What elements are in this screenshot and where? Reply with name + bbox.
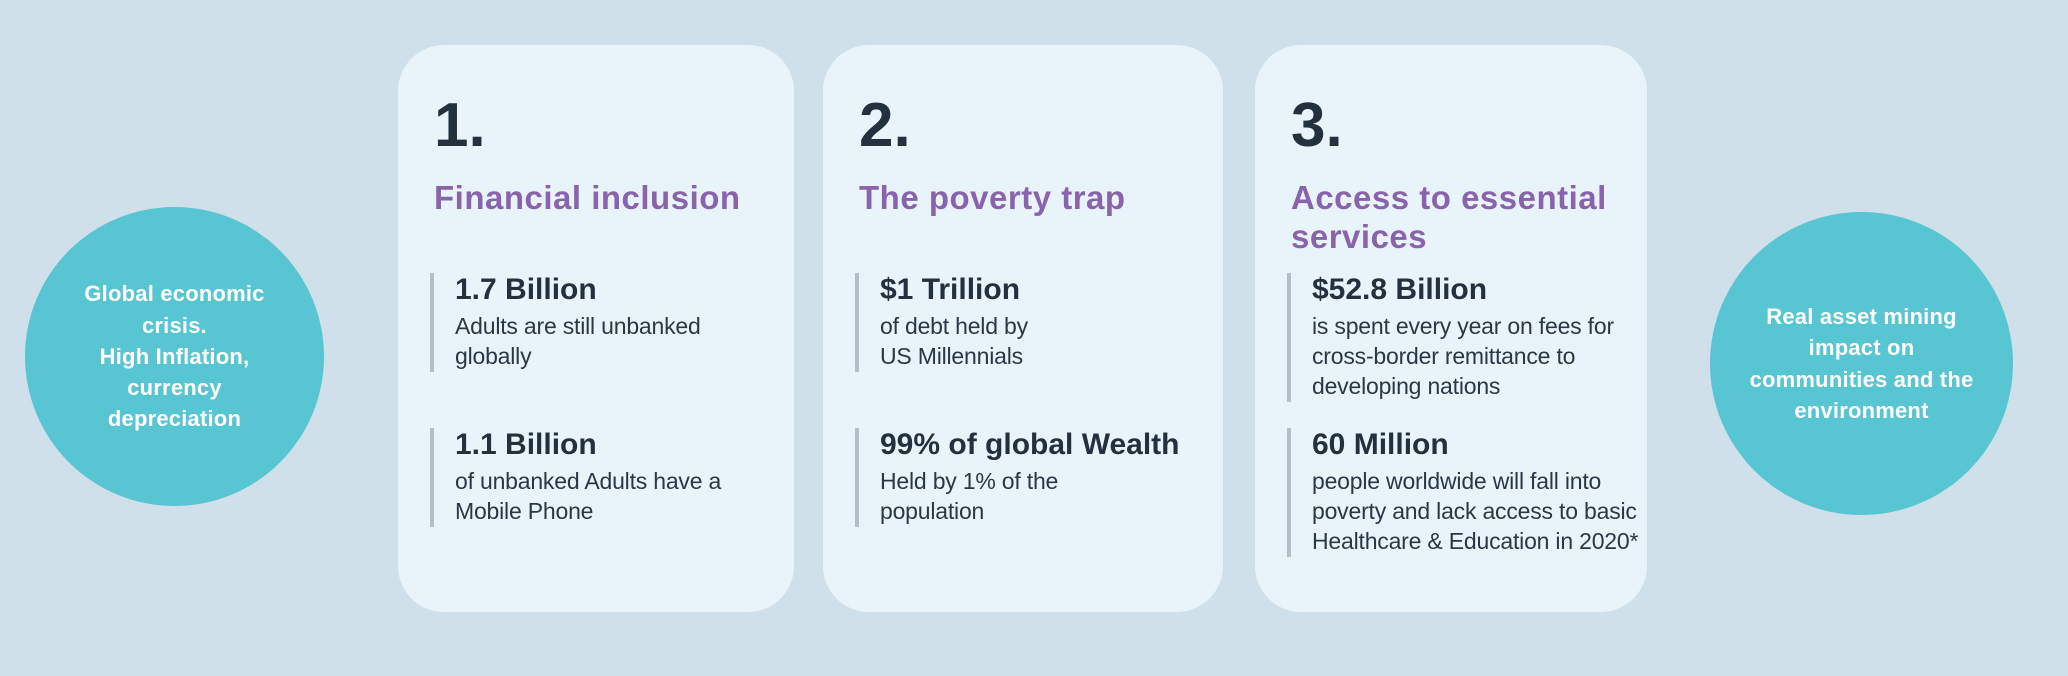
card-3-stat-remittance-fees: $52.8 Billion is spent every year on fee… (1287, 273, 1631, 402)
stat-value: 1.1 Billion (455, 428, 597, 461)
card-1-stat-mobile-phone: 1.1 Billion of unbanked Adults have a Mo… (430, 428, 778, 527)
card-poverty-trap: 2. The poverty trap $1 Trillion of debt … (823, 45, 1223, 612)
stat-description: of debt held by US Millennials (880, 313, 1028, 369)
stat-value: 1.7 Billion (455, 273, 597, 306)
stat-value: $52.8 Billion (1312, 273, 1488, 306)
card-1-title: Financial inclusion (434, 179, 741, 216)
mining-impact-circle: Real asset mining impact on communities … (1710, 212, 2013, 515)
stat-description: people worldwide will fall into poverty … (1312, 468, 1639, 554)
card-1-stat-unbanked: 1.7 Billion Adults are still unbanked gl… (430, 273, 778, 372)
card-3-title: Access to essential services (1291, 179, 1607, 255)
stat-description: is spent every year on fees for cross-bo… (1312, 313, 1614, 399)
stat-description: Held by 1% of the population (880, 468, 1059, 524)
mining-impact-circle-text: Real asset mining impact on communities … (1749, 304, 1974, 423)
stat-value: 99% of global Wealth (880, 428, 1180, 461)
card-2-number: 2. (859, 91, 911, 160)
card-2-title: The poverty trap (859, 179, 1126, 216)
card-2-stat-wealth: 99% of global Wealth Held by 1% of the p… (855, 428, 1207, 527)
stat-description: Adults are still unbanked globally (455, 313, 701, 369)
stat-value: $1 Trillion (880, 273, 1021, 306)
card-3-number: 3. (1291, 91, 1343, 160)
stat-description: of unbanked Adults have a Mobile Phone (455, 468, 722, 524)
stat-value: 60 Million (1312, 428, 1449, 461)
card-financial-inclusion: 1. Financial inclusion 1.7 Billion Adult… (398, 45, 794, 612)
card-1-number: 1. (434, 91, 486, 160)
card-2-stat-debt: $1 Trillion of debt held by US Millennia… (855, 273, 1207, 372)
card-access-essential-services: 3. Access to essential services $52.8 Bi… (1255, 45, 1647, 612)
global-crisis-circle-text: Global economic crisis. High Inflation, … (84, 281, 265, 432)
card-3-stat-poverty-2020: 60 Million people worldwide will fall in… (1287, 428, 1639, 557)
global-crisis-circle: Global economic crisis. High Inflation, … (25, 207, 324, 506)
